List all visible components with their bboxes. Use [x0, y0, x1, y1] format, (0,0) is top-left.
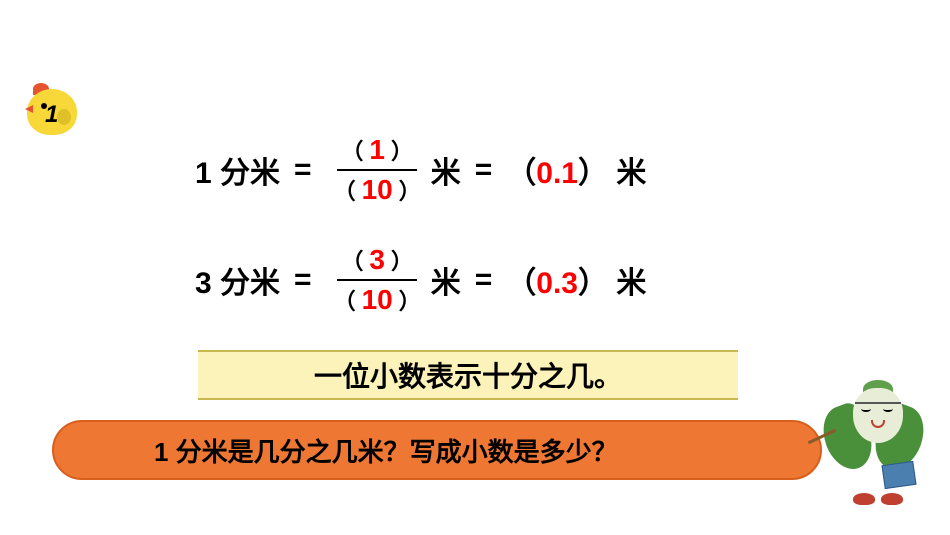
- decimal-result: （0.3） 米: [506, 258, 646, 302]
- question-banner: 1 分米是几分之几米？写成小数是多少？: [52, 420, 822, 480]
- equals-sign: =: [475, 153, 493, 187]
- summary-banner: 一位小数表示十分之几。: [198, 350, 738, 400]
- lhs-value: 1 分米: [195, 148, 280, 192]
- cabbage-eye: [861, 406, 871, 412]
- denominator: 10: [356, 173, 399, 207]
- chick-wing: [57, 109, 71, 125]
- lhs-value: 3 分米: [195, 258, 280, 302]
- cabbage-head: [853, 388, 903, 443]
- fraction: （3） （10）: [330, 243, 425, 316]
- chick-beak: [25, 105, 33, 113]
- example-number: 1: [45, 101, 58, 129]
- equation-row: 1 分米 = （1） （10） 米 = （0.1） 米: [195, 130, 795, 210]
- cabbage-teacher-icon: [825, 380, 930, 505]
- equals-sign: =: [294, 153, 312, 187]
- cabbage-book: [881, 461, 916, 489]
- equations-block: 1 分米 = （1） （10） 米 = （0.1） 米 3 分米 = （3） （…: [195, 130, 795, 350]
- decimal-result: （0.1） 米: [506, 148, 646, 192]
- question-text: 1 分米是几分之几米？写成小数是多少？: [154, 432, 618, 469]
- equals-sign: =: [294, 263, 312, 297]
- numerator: 3: [363, 243, 391, 277]
- fraction-unit: 米: [431, 148, 461, 192]
- cabbage-foot: [853, 493, 875, 505]
- denominator: 10: [356, 283, 399, 317]
- cabbage-foot: [881, 493, 903, 505]
- summary-text: 一位小数表示十分之几。: [314, 355, 622, 395]
- numerator: 1: [363, 133, 391, 167]
- example-number-badge: 1: [25, 85, 80, 140]
- fraction: （1） （10）: [330, 133, 425, 206]
- equals-sign: =: [475, 263, 493, 297]
- equation-row: 3 分米 = （3） （10） 米 = （0.3） 米: [195, 240, 795, 320]
- cabbage-eye: [883, 406, 893, 412]
- fraction-unit: 米: [431, 258, 461, 302]
- cabbage-glasses: [855, 402, 901, 404]
